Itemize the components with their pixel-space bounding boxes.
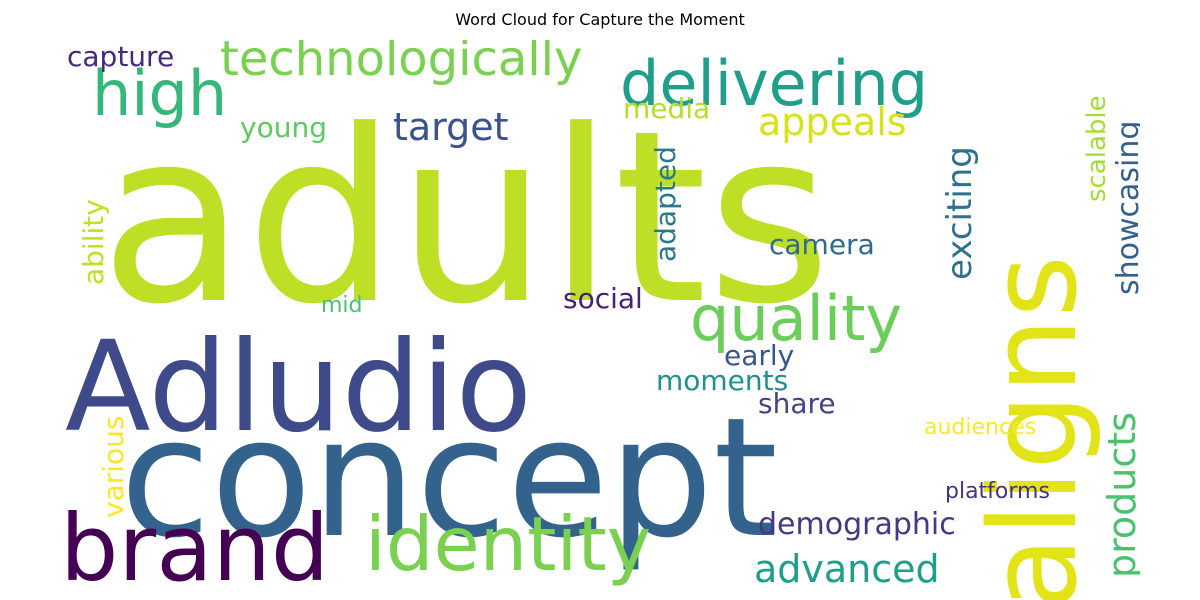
word-various: various (97, 416, 130, 518)
word-delivering: delivering (620, 47, 928, 120)
word-brand: brand (60, 495, 329, 600)
word-social: social (563, 282, 643, 315)
word-adults: adults (100, 80, 831, 357)
word-showcasing: showcasing (1111, 121, 1140, 295)
word-products: products (1100, 412, 1140, 578)
word-scalable: scalable (1082, 95, 1112, 202)
word-appeals: appeals (758, 100, 907, 144)
word-media: media (623, 92, 710, 125)
word-moments: moments (656, 364, 788, 397)
word-capture: capture (67, 40, 174, 73)
word-high: high (92, 57, 227, 130)
chart-title: Word Cloud for Capture the Moment (455, 10, 745, 29)
word-ability: ability (77, 199, 110, 285)
word-audiences: audiences (924, 415, 1036, 440)
word-identity: identity (365, 500, 651, 588)
word-demographic: demographic (758, 507, 956, 542)
word-target: target (393, 105, 509, 149)
word-platforms: platforms (945, 479, 1050, 504)
word-young: young (240, 111, 327, 144)
word-advanced: advanced (754, 547, 940, 591)
word-exciting: exciting (940, 146, 980, 280)
word-share: share (758, 387, 836, 420)
word-quality: quality (690, 282, 902, 355)
word-adludio: Adludio (65, 315, 532, 460)
word-adapted: adapted (649, 146, 682, 262)
word-aligns: aligns (965, 255, 1104, 600)
word-mid: mid (321, 293, 363, 318)
word-early: early (724, 339, 794, 372)
word-camera: camera (769, 228, 875, 261)
word-technologically: technologically (220, 40, 582, 87)
word-concept: concept (120, 382, 778, 574)
